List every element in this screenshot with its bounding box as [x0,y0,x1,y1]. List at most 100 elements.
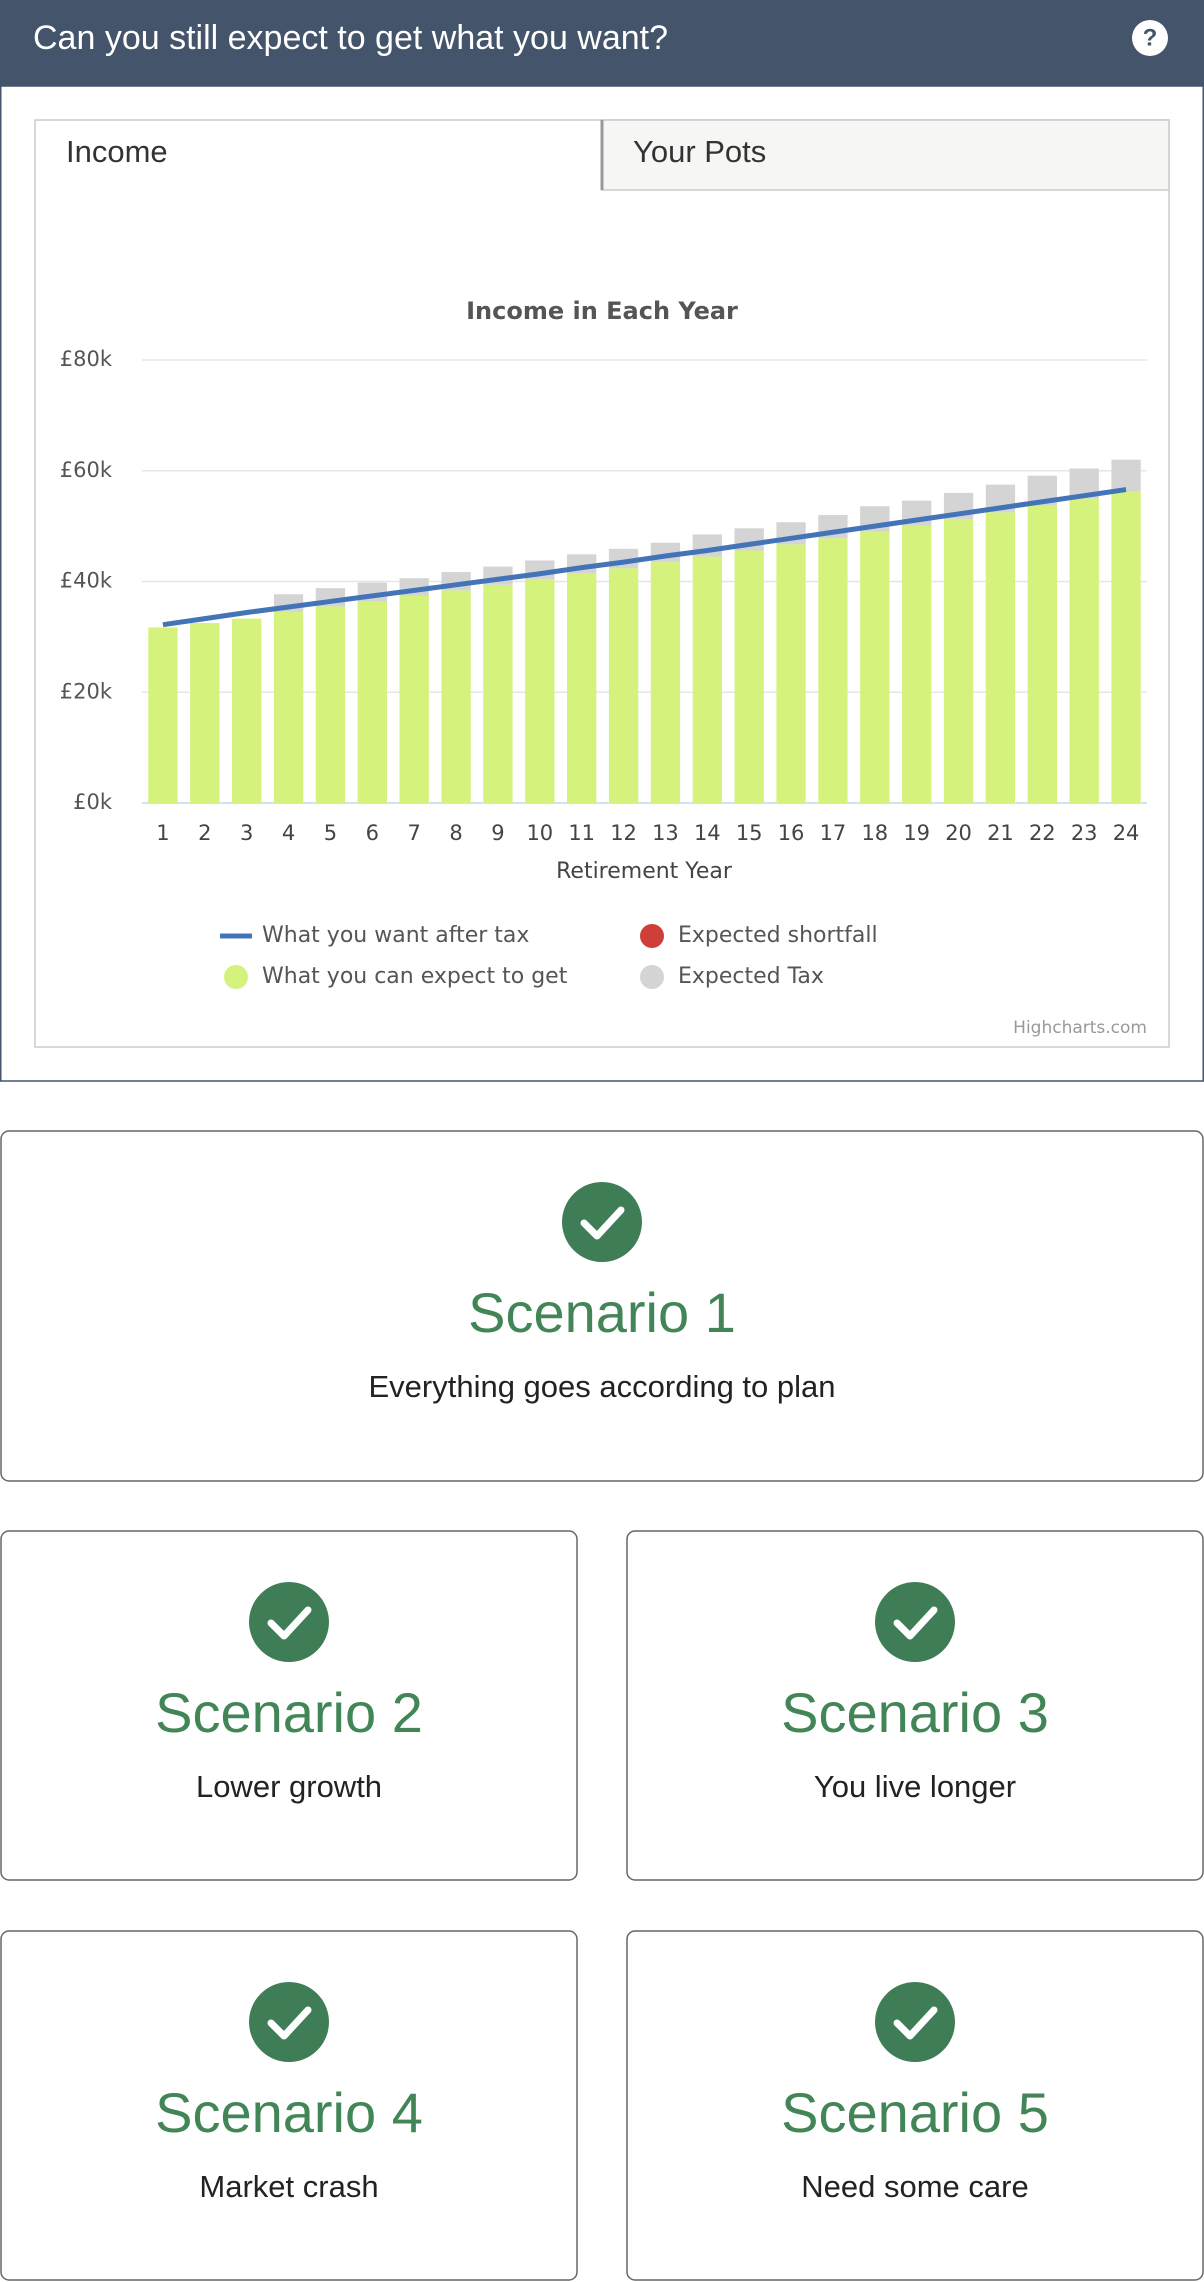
bar [567,573,597,803]
scenario-card[interactable] [0,1930,578,2281]
x-tick-label: 18 [861,821,888,845]
x-tick-label: 11 [568,821,595,845]
legend-marker[interactable] [220,933,252,939]
check-mark [267,1606,312,1640]
x-tick-label: 23 [1071,821,1098,845]
bar [357,601,387,803]
x-tick-label: 13 [652,821,679,845]
x-tick-label: 17 [820,821,847,845]
y-tick-label: £0k [73,790,113,814]
bar [734,550,764,803]
check-icon [875,1582,955,1662]
legend-marker[interactable] [224,965,248,989]
x-tick-label: 6 [366,821,379,845]
y-tick-label: £60k [60,458,113,482]
legend-marker[interactable] [640,924,664,948]
x-axis-title: Retirement Year [556,859,733,884]
tab-label[interactable]: Your Pots [633,134,766,169]
bar [315,606,346,803]
check-icon [875,1982,955,2062]
header-title: Can you still expect to get what you wan… [33,19,668,57]
scenario-title: Scenario 4 [155,2081,423,2144]
x-tick-label: 10 [526,821,553,845]
credits[interactable]: Highcharts.com [1013,1018,1147,1038]
bar [943,518,974,803]
legend-label[interactable]: What you want after tax [262,923,529,948]
chart-frame [34,119,1170,1048]
x-tick-label: 15 [736,821,763,845]
x-tick-label: 22 [1029,821,1056,845]
x-tick-label: 16 [778,821,805,845]
bar [902,525,932,803]
check-mark [580,1206,625,1240]
bar [1111,459,1141,492]
scenario-description: You live longer [814,1769,1016,1804]
scenario-description: Everything goes according to plan [368,1369,835,1404]
scenario-description: Lower growth [196,1769,382,1804]
bar [692,556,722,803]
tab[interactable] [601,119,1170,191]
bar [608,568,639,803]
check-icon [249,1982,329,2062]
help-icon[interactable] [1132,20,1168,56]
bar [525,579,555,803]
y-tick-label: £40k [60,569,113,593]
bar [818,538,848,803]
check-mark [893,2006,938,2040]
scenario-title: Scenario 2 [155,1681,423,1744]
scenario-title: Scenario 3 [781,1681,1049,1744]
scenarios: Scenario 1 Everything goes according to p… [0,1130,1204,2281]
x-tick-label: 12 [610,821,637,845]
bar [232,618,262,803]
x-tick-label: 21 [987,821,1014,845]
legend-marker[interactable] [640,965,664,989]
x-tick-label: 1 [156,821,169,845]
scenario-card[interactable] [626,1930,1204,2281]
bar [650,562,681,803]
bar [1111,491,1141,803]
scenario-description: Need some care [801,2169,1028,2204]
scenario-card[interactable] [626,1530,1204,1881]
bar [1069,498,1099,803]
legend-label[interactable]: Expected shortfall [678,923,878,948]
check-icon [249,1582,329,1662]
x-tick-label: 4 [282,821,295,845]
bar [860,531,890,803]
scenario-card[interactable] [0,1130,1204,1482]
x-tick-label: 3 [240,821,253,845]
x-tick-label: 19 [903,821,930,845]
x-tick-label: 14 [694,821,721,845]
check-icon [562,1182,642,1262]
x-tick-label: 2 [198,821,211,845]
x-tick-label: 7 [408,821,421,845]
x-tick-label: 20 [945,821,972,845]
x-tick-label: 5 [324,821,337,845]
check-mark [267,2006,312,2040]
bar [190,623,220,803]
y-tick-label: £20k [60,679,113,703]
scenario-card[interactable] [0,1530,578,1881]
scenario-description: Market crash [199,2169,378,2204]
tab-label[interactable]: Income [66,134,168,169]
bar [776,544,806,803]
bar [483,584,513,803]
help-label[interactable]: ? [1143,24,1158,51]
bar [399,595,429,803]
y-tick-label: £80k [60,347,113,371]
scenario-title: Scenario 5 [781,2081,1049,2144]
legend-label[interactable]: Expected Tax [678,964,824,989]
line [162,487,1127,628]
x-tick-label: 8 [449,821,462,845]
bar [148,627,178,803]
legend-label[interactable]: What you can expect to get [262,964,568,989]
bar [985,512,1016,803]
bar [1027,505,1057,803]
bar [273,611,304,803]
chart-title: Income in Each Year [466,297,738,325]
x-tick-label: 9 [491,821,504,845]
header-bar [0,0,1204,86]
check-mark [893,1606,938,1640]
